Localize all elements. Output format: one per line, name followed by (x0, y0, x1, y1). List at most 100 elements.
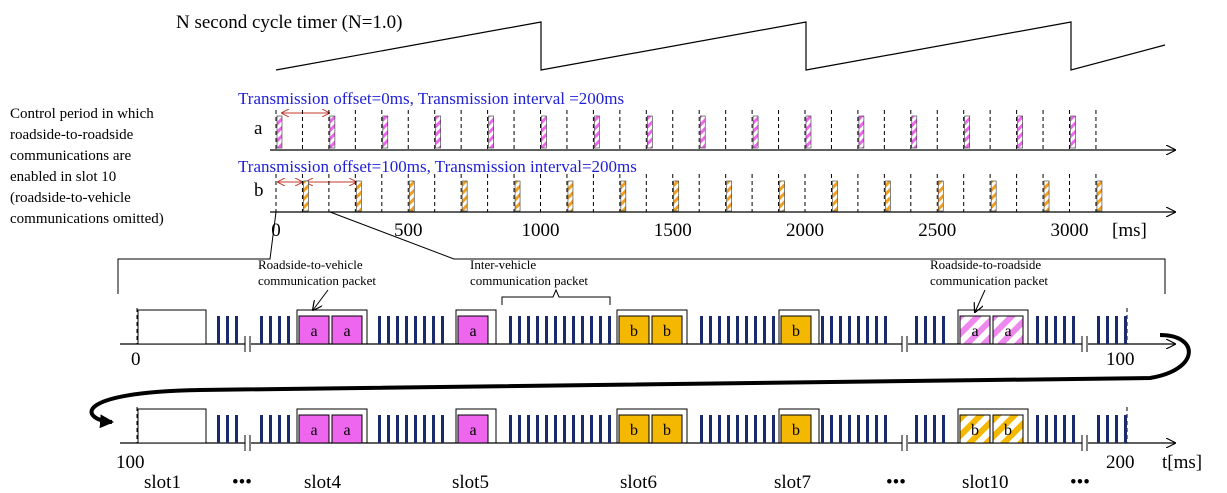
note-line-6: communications omitted) (10, 211, 164, 227)
iv-callout: Inter-vehicle communication packet (470, 257, 611, 305)
note-line-1: Control period in which (10, 106, 154, 122)
ms-tick-label: 500 (394, 220, 423, 241)
slot-dots-3: ••• (1070, 472, 1090, 493)
inter-vehicle-packet (287, 316, 290, 344)
cycle-timer-sawtooth (275, 21, 1166, 71)
inter-vehicle-packet (581, 316, 584, 344)
inter-vehicle-packet (226, 316, 229, 344)
slot10-packet-b-label: b (971, 422, 979, 439)
inter-vehicle-packet (1054, 316, 1057, 344)
inter-vehicle-packet (745, 415, 748, 443)
slot7-packet-b-label: b (792, 323, 800, 340)
row-a-transmission-mark (964, 115, 971, 149)
inter-vehicle-packet (590, 316, 593, 344)
ms-tick-label: 2000 (786, 220, 824, 241)
inter-vehicle-packet (405, 316, 408, 344)
slot7-packet-b (780, 414, 812, 444)
inter-vehicle-packet (260, 415, 263, 443)
note-line-3: communications are (10, 148, 132, 164)
row-b-transmission-mark (1096, 180, 1103, 212)
inter-vehicle-packet (1115, 316, 1118, 344)
inter-vehicle-packet (727, 316, 730, 344)
note-line-4: enabled in slot 10 (10, 169, 116, 185)
inter-vehicle-packet (378, 316, 381, 344)
slot10-packet-a-label: a (1004, 323, 1011, 340)
slot10-packet-a (992, 315, 1024, 345)
row-b-transmission-mark (303, 180, 309, 212)
inter-vehicle-packet (718, 316, 721, 344)
ms-tick-label: 2500 (918, 220, 956, 241)
inter-vehicle-packet (378, 415, 381, 443)
slot5-packet-a (457, 315, 489, 345)
inter-vehicle-packet (226, 415, 229, 443)
inter-vehicle-packet (1097, 415, 1100, 443)
timer-label: N second cycle timer (N=1.0) (176, 12, 403, 33)
inter-vehicle-packet (857, 415, 860, 443)
inter-vehicle-packet (763, 316, 766, 344)
inter-vehicle-packet (933, 316, 936, 344)
slot4-packet-a-label: a (310, 422, 317, 439)
zoom-bracket (117, 211, 277, 294)
inter-vehicle-packet (441, 415, 444, 443)
slot-label-5: slot5 (452, 472, 489, 493)
timeline2-start: 100 (116, 452, 145, 473)
inter-vehicle-packet (839, 415, 842, 443)
ms-tick-label: 3000 (1051, 220, 1089, 241)
axis-break (1082, 435, 1088, 451)
inter-vehicle-packet (405, 415, 408, 443)
row-b-letter: b (254, 180, 264, 201)
slot1-box (137, 408, 207, 444)
inter-vehicle-packet (745, 316, 748, 344)
slot4-packet-a (331, 414, 363, 444)
inter-vehicle-packet (414, 316, 417, 344)
r2r-callout: Roadside-to-roadside communication packe… (930, 257, 1048, 312)
inter-vehicle-packet (1124, 316, 1127, 344)
slot7-packet-b (780, 315, 812, 345)
inter-vehicle-packet (423, 316, 426, 344)
iv-callout-line-1: Inter-vehicle (470, 257, 536, 272)
slot6-packet-b (618, 315, 650, 345)
inter-vehicle-packet (590, 415, 593, 443)
slot6-packet-b (651, 315, 683, 345)
slot6-packet-b-label: b (663, 323, 671, 340)
inter-vehicle-packet (518, 415, 521, 443)
row-a-transmission-mark (646, 115, 653, 149)
inter-vehicle-packet (875, 316, 878, 344)
inter-vehicle-packet (754, 316, 757, 344)
slot-label-7: slot7 (774, 472, 811, 493)
ms-tick-label: 0 (271, 220, 281, 241)
inter-vehicle-packet (839, 316, 842, 344)
inter-vehicle-packet (563, 316, 566, 344)
timeline1-start: 0 (131, 349, 141, 370)
slot10-packet-a-label: a (971, 323, 978, 340)
inter-vehicle-packet (387, 316, 390, 344)
inter-vehicle-packet (432, 415, 435, 443)
row-b-transmission-mark (461, 180, 468, 212)
inter-vehicle-packet (875, 415, 878, 443)
row-a-transmission-mark (594, 115, 600, 149)
row-b-transmission-mark (779, 180, 785, 212)
row-a-caption: Transmission offset=0ms, Transmission in… (238, 89, 624, 108)
timeline1-end: 100 (1106, 349, 1135, 370)
slot6-packet-b-label: b (663, 422, 671, 439)
r2v-callout-line-1: Roadside-to-vehicle (258, 257, 363, 272)
row-a-transmission-mark (699, 115, 706, 149)
inter-vehicle-packet (432, 316, 435, 344)
row-b-transmission-mark (514, 180, 521, 212)
axis-break (245, 336, 251, 352)
row-a-transmission-mark (488, 115, 494, 149)
inter-vehicle-packet (754, 415, 757, 443)
inter-vehicle-packet (554, 316, 557, 344)
inter-vehicle-packet (1054, 415, 1057, 443)
row-a-transmission-mark (382, 115, 389, 149)
ms-unit: [ms] (1112, 220, 1147, 241)
control-period-note: Control period in which roadside-to-road… (10, 106, 164, 227)
inter-vehicle-packet (527, 316, 530, 344)
inter-vehicle-packet (423, 415, 426, 443)
inter-vehicle-packet (536, 316, 539, 344)
axis-break (902, 336, 908, 352)
timeline2-unit: t[ms] (1162, 452, 1202, 473)
slot5-packet-a (457, 414, 489, 444)
